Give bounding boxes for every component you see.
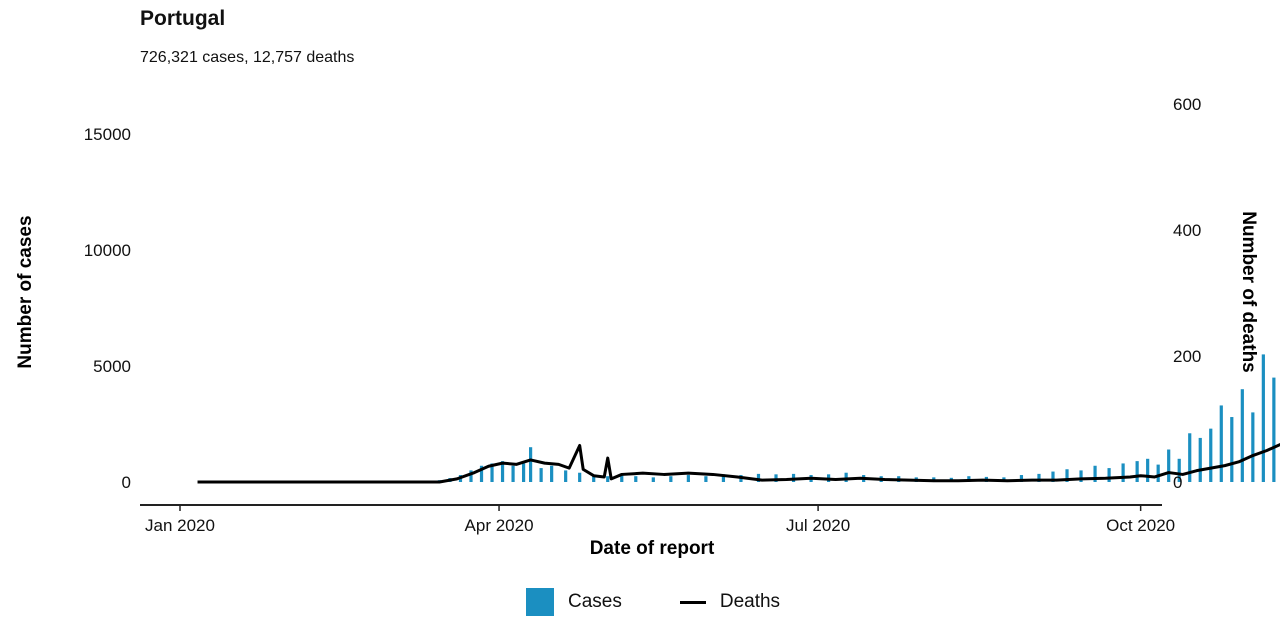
chart-title: Portugal	[140, 7, 226, 30]
cases-bar	[1230, 417, 1234, 482]
cases-bar	[721, 474, 726, 482]
y-axis-ticks: 0 5000 10000 15000	[84, 125, 131, 492]
cases-bar	[1272, 377, 1276, 482]
cases-bar	[651, 477, 655, 482]
deaths-line-layer	[197, 442, 1280, 484]
cases-bars	[388, 354, 1276, 483]
cases-bar	[500, 461, 505, 482]
cases-bar	[550, 465, 554, 482]
cases-bar	[620, 475, 624, 482]
cases-bar	[1051, 471, 1055, 482]
cases-bar	[564, 470, 568, 482]
deaths-swatch	[679, 600, 706, 604]
cases-bar	[479, 465, 484, 482]
cases-bar	[634, 476, 638, 482]
y2-axis-title: Number of deaths	[1238, 211, 1259, 373]
y2-tick-label: 600	[1173, 95, 1201, 114]
y-tick-label: 15000	[84, 125, 131, 144]
cases-bar	[1121, 463, 1125, 482]
x-axis-title: Date of report	[590, 538, 715, 559]
cases-bar	[469, 470, 473, 482]
cases-bar	[756, 473, 761, 482]
chart-legend: Cases Deaths	[526, 588, 780, 616]
cases-bar	[1240, 389, 1244, 482]
cases-bar	[511, 465, 515, 482]
legend-item-deaths: Deaths	[622, 591, 780, 613]
cases-bar	[539, 468, 543, 482]
y2-tick-label: 400	[1173, 221, 1201, 240]
cases-bar	[704, 476, 708, 482]
y-tick-label: 10000	[84, 241, 131, 260]
cases-bar	[529, 447, 533, 482]
cases-bar	[1093, 465, 1097, 482]
cases-bar	[1177, 458, 1181, 482]
x-tick-label: Jan 2020	[145, 516, 215, 535]
y2-tick-label: 0	[1173, 473, 1182, 492]
cases-bar	[592, 475, 596, 482]
deaths-line	[197, 442, 1280, 484]
y2-axis-ticks: 0 200 400 600	[1173, 95, 1201, 492]
cases-bar	[1188, 433, 1192, 482]
cases-bar	[844, 472, 848, 482]
cases-bar	[1198, 437, 1202, 482]
cases-bar	[578, 472, 582, 482]
legend-cases-label: Cases	[568, 591, 622, 612]
cases-bar	[669, 476, 673, 482]
cases-bar	[1037, 473, 1041, 482]
x-tick-label: Oct 2020	[1106, 516, 1175, 535]
legend-deaths-label: Deaths	[719, 591, 781, 612]
cases-bar	[1209, 428, 1213, 482]
x-tick-label: Jul 2020	[786, 516, 850, 535]
y-axis-title: Number of cases	[15, 215, 36, 368]
chart-subtitle: 726,321 cases, 12,757 deaths	[140, 49, 355, 66]
cases-swatch	[526, 588, 554, 616]
cases-bar	[774, 474, 778, 482]
cases-bar	[1219, 405, 1223, 482]
legend-item-cases: Cases	[526, 588, 622, 616]
cases-bar	[1019, 475, 1024, 482]
cases-bar	[606, 476, 610, 482]
cases-bar	[686, 475, 690, 482]
cases-bar	[1065, 469, 1069, 482]
cases-bar	[1135, 461, 1139, 482]
y2-tick-label: 200	[1173, 347, 1201, 366]
cases-bar	[1146, 458, 1150, 482]
cases-bar	[1261, 354, 1265, 482]
cases-bar	[490, 463, 494, 482]
y-tick-label: 5000	[93, 357, 131, 376]
cases-bar	[1156, 464, 1160, 482]
cases-bar	[1251, 412, 1255, 482]
cases-bar	[1167, 449, 1171, 482]
cases-bar	[521, 463, 526, 482]
y-tick-label: 0	[122, 473, 131, 492]
x-tick-label: Apr 2020	[465, 516, 534, 535]
cases-bar	[1079, 470, 1083, 482]
cases-bar	[1107, 468, 1111, 482]
